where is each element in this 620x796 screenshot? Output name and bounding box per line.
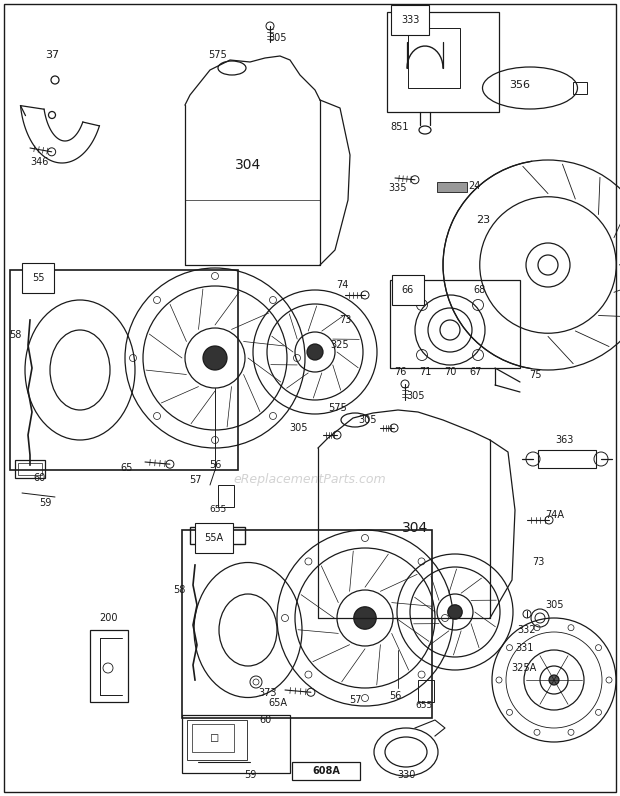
Text: 332: 332 — [518, 625, 536, 635]
Text: 200: 200 — [100, 613, 118, 623]
Text: 65A: 65A — [268, 698, 288, 708]
Text: 37: 37 — [45, 50, 59, 60]
Text: 75: 75 — [529, 370, 541, 380]
Text: 305: 305 — [268, 33, 287, 43]
Text: 58: 58 — [10, 330, 22, 340]
Text: eReplacementParts.com: eReplacementParts.com — [234, 474, 386, 486]
Bar — [192, 724, 234, 752]
Bar — [387, 12, 499, 112]
Text: 356: 356 — [510, 80, 531, 90]
Text: 331: 331 — [515, 643, 533, 653]
Text: 23: 23 — [476, 215, 490, 225]
Bar — [408, 28, 460, 88]
Text: 71: 71 — [419, 367, 431, 377]
Text: 55A: 55A — [205, 533, 224, 543]
Text: 363: 363 — [556, 435, 574, 445]
Text: 575: 575 — [329, 403, 347, 413]
Bar — [18, 463, 42, 475]
Text: 55: 55 — [32, 273, 44, 283]
Text: 608: 608 — [208, 530, 228, 540]
Text: 58: 58 — [174, 585, 186, 595]
Bar — [15, 460, 45, 478]
Text: 65: 65 — [121, 463, 133, 473]
Text: 305: 305 — [290, 423, 308, 433]
Bar — [10, 270, 238, 470]
Text: 655: 655 — [210, 505, 227, 514]
Text: 325: 325 — [330, 340, 349, 350]
Text: 76: 76 — [394, 367, 406, 377]
Text: 70: 70 — [444, 367, 456, 377]
Bar — [190, 527, 245, 544]
Text: 304: 304 — [235, 158, 261, 172]
Bar — [418, 680, 434, 702]
Text: 67: 67 — [470, 367, 482, 377]
Text: 73: 73 — [339, 315, 351, 325]
Text: 56: 56 — [389, 691, 401, 701]
Text: 335: 335 — [388, 183, 407, 193]
Text: 74A: 74A — [546, 510, 564, 520]
Bar — [182, 715, 290, 773]
Text: 305: 305 — [359, 415, 377, 425]
Circle shape — [307, 344, 323, 360]
Text: 68: 68 — [474, 285, 486, 295]
Bar — [218, 485, 234, 507]
Text: 655: 655 — [415, 701, 433, 711]
Bar — [292, 762, 360, 780]
Text: 73: 73 — [532, 557, 544, 567]
Text: 575: 575 — [208, 50, 228, 60]
Bar — [390, 280, 520, 368]
Text: 346: 346 — [30, 157, 48, 167]
Text: 325A: 325A — [512, 663, 537, 673]
Text: 851: 851 — [391, 122, 409, 132]
Text: 330: 330 — [397, 770, 415, 780]
Text: 56: 56 — [209, 460, 221, 470]
Bar — [538, 450, 596, 468]
Bar — [182, 530, 432, 718]
Circle shape — [448, 605, 462, 619]
Bar — [437, 182, 467, 192]
Circle shape — [203, 346, 227, 370]
Text: 373: 373 — [259, 688, 277, 698]
Text: 57: 57 — [188, 475, 202, 485]
Text: 608A: 608A — [312, 766, 340, 776]
Bar — [90, 630, 128, 702]
Text: 59: 59 — [244, 770, 256, 780]
Text: 59: 59 — [39, 498, 51, 508]
Circle shape — [549, 675, 559, 685]
Text: 74: 74 — [336, 280, 348, 290]
Text: 24: 24 — [468, 181, 481, 191]
Bar — [573, 82, 587, 94]
Text: 304: 304 — [402, 521, 428, 535]
Text: ◻: ◻ — [210, 733, 219, 743]
Circle shape — [354, 607, 376, 629]
Text: 60: 60 — [259, 715, 271, 725]
Bar — [187, 720, 247, 760]
Text: 305: 305 — [546, 600, 564, 610]
Text: 333: 333 — [401, 15, 419, 25]
Text: 57: 57 — [348, 695, 361, 705]
Text: 305: 305 — [407, 391, 425, 401]
Text: 60: 60 — [34, 473, 46, 483]
Text: 66: 66 — [402, 285, 414, 295]
